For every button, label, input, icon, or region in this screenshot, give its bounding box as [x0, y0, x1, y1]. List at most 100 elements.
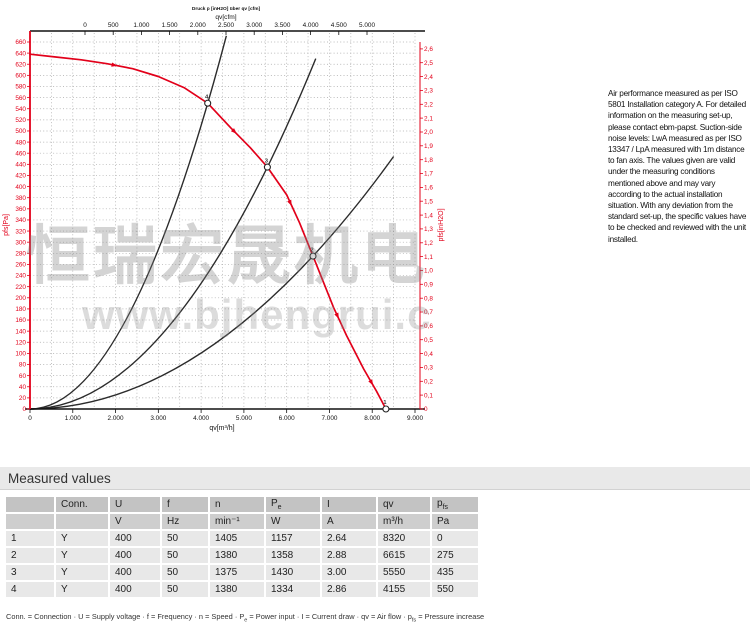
- svg-text:240: 240: [15, 273, 26, 280]
- svg-text:200: 200: [15, 295, 26, 302]
- svg-text:1,5: 1,5: [424, 198, 433, 205]
- table-cell: 3: [6, 565, 54, 580]
- svg-text:180: 180: [15, 306, 26, 313]
- svg-text:100: 100: [15, 351, 26, 358]
- column-header: Pe: [266, 497, 320, 512]
- svg-text:260: 260: [15, 262, 26, 269]
- table-cell: 2.88: [322, 548, 376, 563]
- table-cell: 400: [110, 582, 160, 597]
- table-cell: 400: [110, 548, 160, 563]
- column-unit: min⁻¹: [210, 514, 264, 529]
- svg-text:0: 0: [424, 406, 428, 413]
- table-cell: 1334: [266, 582, 320, 597]
- svg-text:0,6: 0,6: [424, 323, 433, 330]
- svg-text:1.000: 1.000: [133, 22, 149, 29]
- svg-text:60: 60: [19, 373, 27, 380]
- svg-text:3.000: 3.000: [150, 415, 166, 422]
- column-header: f: [162, 497, 208, 512]
- svg-text:0: 0: [22, 406, 26, 413]
- table-cell: 6615: [378, 548, 430, 563]
- svg-text:6.000: 6.000: [279, 415, 295, 422]
- column-header: Conn.: [56, 497, 108, 512]
- svg-text:2: 2: [310, 247, 313, 253]
- table-cell: Y: [56, 582, 108, 597]
- table-cell: 50: [162, 548, 208, 563]
- svg-text:0,8: 0,8: [424, 295, 433, 302]
- measured-values-header-band: Measured values: [0, 467, 750, 490]
- column-unit: [56, 514, 108, 529]
- svg-text:0,1: 0,1: [424, 392, 433, 399]
- svg-text:540: 540: [15, 106, 26, 113]
- svg-text:1,0: 1,0: [424, 268, 433, 275]
- performance-chart-section: 0 1.000 2.000 3.000 4.000 5.000 6.000 7.000 8.00…: [0, 0, 470, 445]
- column-header: [6, 497, 54, 512]
- table-row: 1 Y 400 50 1405 1157 2.64 8320 0: [6, 531, 478, 546]
- svg-text:400: 400: [15, 184, 26, 191]
- table-cell: 4: [6, 582, 54, 597]
- svg-text:460: 460: [15, 150, 26, 157]
- svg-text:500: 500: [108, 22, 119, 29]
- svg-text:140: 140: [15, 328, 26, 335]
- svg-text:320: 320: [15, 228, 26, 235]
- table-cell: 1380: [210, 548, 264, 563]
- svg-text:7.000: 7.000: [321, 415, 337, 422]
- svg-text:5.000: 5.000: [359, 22, 375, 29]
- table-cell: 2: [6, 548, 54, 563]
- svg-text:pfs[Pa]: pfs[Pa]: [3, 214, 10, 236]
- table-cell: 1430: [266, 565, 320, 580]
- svg-text:2.500: 2.500: [218, 22, 234, 29]
- svg-text:280: 280: [15, 251, 26, 258]
- svg-text:360: 360: [15, 206, 26, 213]
- svg-text:2.000: 2.000: [190, 22, 206, 29]
- column-unit: V: [110, 514, 160, 529]
- svg-text:40: 40: [19, 384, 27, 391]
- table-cell: 2.86: [322, 582, 376, 597]
- svg-text:0: 0: [28, 415, 32, 422]
- table-cell: 8320: [378, 531, 430, 546]
- svg-text:2.000: 2.000: [108, 415, 124, 422]
- svg-text:4: 4: [205, 94, 209, 100]
- column-header: pfs: [432, 497, 478, 512]
- table-cell: 400: [110, 565, 160, 580]
- svg-text:220: 220: [15, 284, 26, 291]
- svg-text:1,4: 1,4: [424, 212, 433, 219]
- column-unit: [6, 514, 54, 529]
- svg-text:0,3: 0,3: [424, 365, 433, 372]
- svg-text:2,3: 2,3: [424, 88, 433, 95]
- svg-text:2,6: 2,6: [424, 46, 433, 53]
- svg-text:8.000: 8.000: [364, 415, 380, 422]
- svg-text:9.000: 9.000: [407, 415, 423, 422]
- svg-text:Druck p [inH2O] über qv [cfm]: Druck p [inH2O] über qv [cfm]: [192, 6, 261, 12]
- svg-text:0,9: 0,9: [424, 282, 433, 289]
- svg-text:560: 560: [15, 95, 26, 102]
- svg-text:4.500: 4.500: [331, 22, 347, 29]
- svg-text:380: 380: [15, 195, 26, 202]
- table-cell: 2.64: [322, 531, 376, 546]
- table-cell: 275: [432, 548, 478, 563]
- measurement-note: Air performance measured as per ISO 5801…: [608, 89, 747, 244]
- svg-text:440: 440: [15, 162, 26, 169]
- svg-text:420: 420: [15, 173, 26, 180]
- svg-text:qv[cfm]: qv[cfm]: [215, 14, 236, 21]
- svg-text:0,4: 0,4: [424, 351, 433, 358]
- table-cell: Y: [56, 548, 108, 563]
- table-cell: 1405: [210, 531, 264, 546]
- svg-text:0: 0: [83, 22, 87, 29]
- table-cell: 3.00: [322, 565, 376, 580]
- table-cell: 435: [432, 565, 478, 580]
- table-cell: 50: [162, 565, 208, 580]
- svg-text:1,3: 1,3: [424, 226, 433, 233]
- svg-text:1.500: 1.500: [162, 22, 178, 29]
- column-unit: A: [322, 514, 376, 529]
- svg-text:0,2: 0,2: [424, 379, 433, 386]
- svg-text:1,9: 1,9: [424, 143, 433, 150]
- svg-text:2,2: 2,2: [424, 102, 433, 109]
- svg-text:5.000: 5.000: [236, 415, 252, 422]
- column-unit: m³/h: [378, 514, 430, 529]
- svg-text:120: 120: [15, 340, 26, 347]
- table-cell: 1: [6, 531, 54, 546]
- table-row: 3 Y 400 50 1375 1430 3.00 5550 435: [6, 565, 478, 580]
- svg-text:2,1: 2,1: [424, 115, 433, 122]
